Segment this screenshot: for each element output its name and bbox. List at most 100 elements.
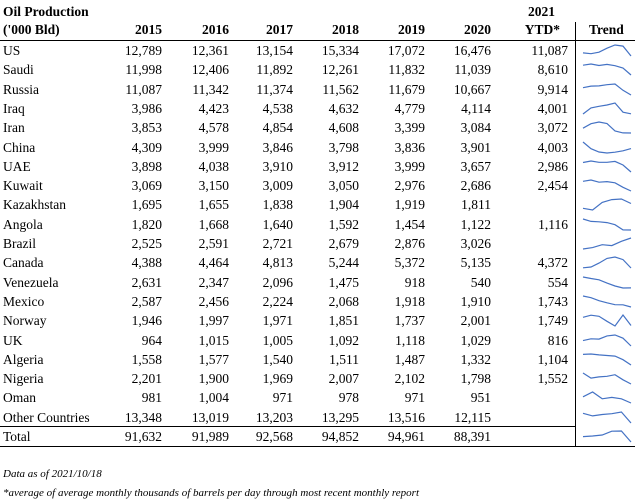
value-2016: 1,004 [198,390,229,406]
value-2020: 1,122 [460,216,491,232]
value-2017: 1,838 [262,197,293,213]
value-2015: 1,820 [131,216,162,232]
trend-line [582,160,632,173]
table-row: Saudi 11,998 12,406 11,892 12,261 11,832 11,03… [0,60,641,79]
value-2018: 1,592 [328,216,359,232]
trend-line [582,295,632,308]
trend-sparkline [582,198,632,212]
country-name: Other Countries [3,409,90,425]
country-name: Kuwait [3,178,43,194]
table-row: Kazakhstan 1,695 1,655 1,838 1,904 1,919 1,811 [0,195,641,214]
table-row: US 12,789 12,361 13,154 15,334 17,072 16,476 11… [0,41,641,60]
trend-sparkline [582,63,632,76]
value-2017: 1,971 [262,313,293,329]
value-2019: 11,679 [388,81,425,97]
value-2015: 13,348 [124,409,162,425]
value-2016: 3,999 [198,139,229,155]
value-2020: 1,910 [460,293,491,309]
value-2020: 4,114 [461,100,491,116]
value-2019: 1,918 [394,293,425,309]
value-2015: 964 [141,332,162,348]
value-2020: 11,039 [454,62,491,78]
trend-line [582,353,632,366]
country-name: Saudi [3,62,34,78]
value-2019: 3,999 [394,158,425,174]
value-2019: 11,832 [388,62,425,78]
table-row: China 4,309 3,999 3,846 3,798 3,836 3,901 4,003 [0,138,641,157]
value-ytd: 3,072 [537,120,568,136]
value-2016: 2,347 [198,274,229,290]
value-ytd: 4,001 [537,100,568,116]
trend-line [582,391,632,404]
value-2017: 3,910 [262,158,293,174]
value-2018: 4,608 [328,120,359,136]
trend-sparkline [582,121,632,134]
table-row: Algeria 1,558 1,577 1,540 1,511 1,487 1,332 1,1… [0,350,641,369]
value-2018: 15,334 [321,43,359,58]
value-2018: 1,475 [328,274,359,290]
value-2017: 92,568 [255,429,293,444]
country-name: Angola [3,216,43,232]
trend-line [582,372,632,385]
trend-line [582,411,632,424]
value-ytd: 9,914 [537,81,568,97]
value-2015: 3,986 [131,100,162,116]
country-name: Canada [3,255,44,271]
trend-line [582,141,632,154]
country-name: US [3,43,21,58]
value-2015: 11,998 [125,62,162,78]
value-2017: 2,224 [262,293,293,309]
table-row: Angola 1,820 1,668 1,640 1,592 1,454 1,122 1,11… [0,215,641,234]
year-header-2020: 2020 [464,22,491,37]
value-2020: 1,029 [460,332,491,348]
value-2016: 1,655 [198,197,229,213]
trend-line [582,44,632,57]
value-2019: 1,454 [394,216,425,232]
value-ytd [508,408,568,427]
country-name: Venezuela [3,274,59,290]
value-2019: 1,919 [394,197,425,213]
value-ytd [508,195,568,214]
value-2017: 2,721 [262,236,293,251]
value-2015: 11,087 [125,81,162,97]
value-2019: 3,399 [394,120,425,136]
total-rule [0,426,575,427]
value-2019: 3,836 [394,139,425,155]
value-2015: 3,853 [131,120,162,136]
value-2017: 1,005 [262,332,293,348]
value-2019: 2,876 [394,236,425,251]
trend-line [582,237,632,250]
value-2016: 11,342 [192,81,229,97]
trend-sparkline [582,237,632,250]
value-2017: 13,203 [255,409,293,425]
value-2016: 3,150 [198,178,229,194]
value-2019: 1,118 [395,332,425,348]
value-2016: 4,038 [198,158,229,174]
table-row: Norway 1,946 1,997 1,971 1,851 1,737 2,001 1,74… [0,311,641,330]
value-2020: 5,135 [460,255,491,271]
value-2017: 1,969 [262,371,293,387]
value-2018: 94,852 [321,429,359,444]
value-2019: 971 [404,390,425,406]
year-header-2017: 2017 [266,22,293,37]
value-2019: 94,961 [387,429,425,444]
value-2018: 3,050 [328,178,359,194]
header-rule [0,40,635,41]
value-2020: 951 [470,390,491,406]
table-row: Canada 4,388 4,464 4,813 5,244 5,372 5,135 4,37… [0,253,641,272]
trend-column-divider [575,22,576,446]
value-2015: 1,695 [131,197,162,213]
country-name: Norway [3,313,47,329]
country-name: UAE [3,158,31,174]
value-2017: 971 [272,390,293,406]
value-2017: 1,540 [262,351,293,367]
value-2015: 2,525 [131,236,162,251]
trend-sparkline [582,141,632,154]
value-2016: 2,591 [198,236,229,251]
trend-line [582,198,632,212]
value-ytd: 1,749 [537,313,568,329]
value-2019: 17,072 [387,43,425,58]
value-2015: 2,587 [131,293,162,309]
trend-sparkline [582,430,632,443]
value-2015: 1,558 [131,351,162,367]
